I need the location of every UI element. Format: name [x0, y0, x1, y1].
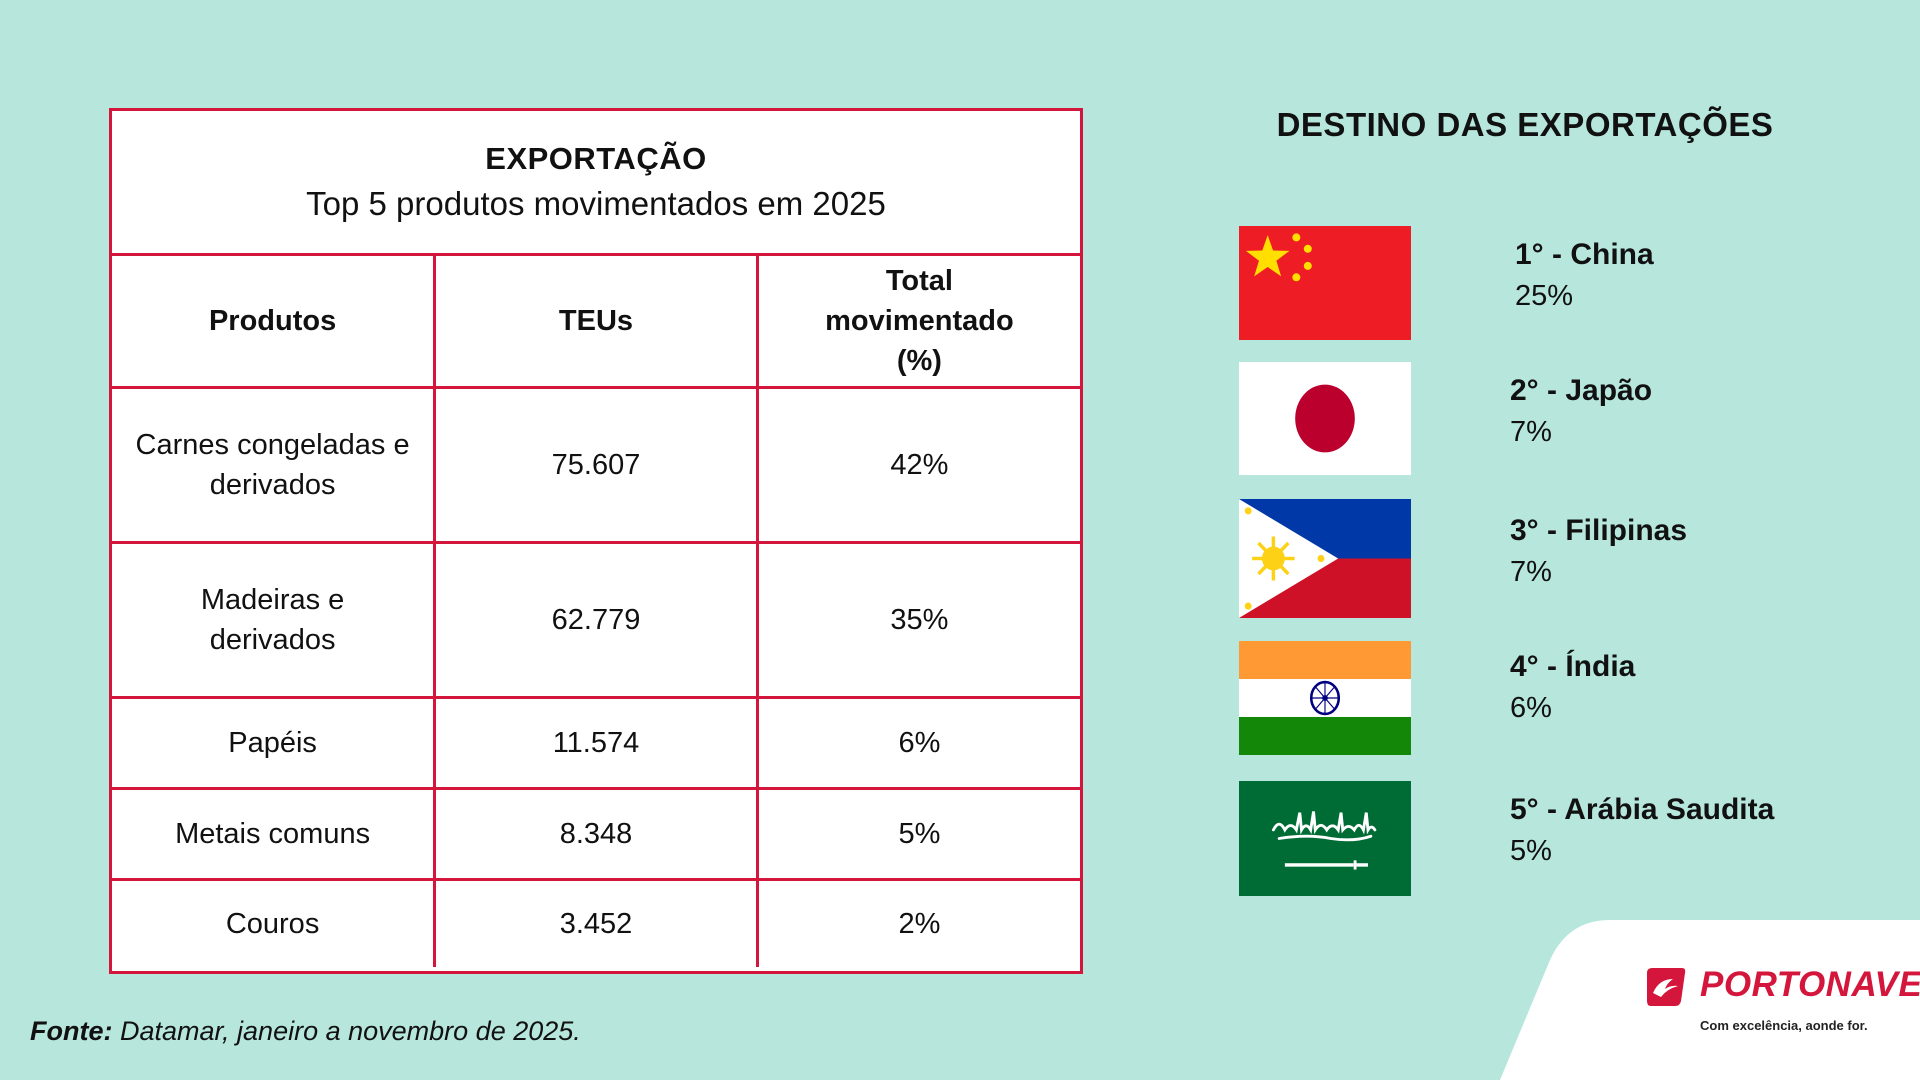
table-row: Papéis 11.574 6%	[112, 697, 1080, 790]
saudi-arabia-flag-icon	[1239, 781, 1411, 896]
japan-flag-icon	[1239, 362, 1411, 475]
cell-total: 6%	[757, 697, 1080, 790]
destination-percent: 7%	[1510, 556, 1552, 588]
table-subtitle: Top 5 produtos movimentados em 2025	[306, 185, 886, 222]
table-title: EXPORTAÇÃO	[485, 141, 707, 176]
column-header-teus: TEUs	[434, 256, 759, 389]
cell-teus: 8.348	[434, 788, 759, 881]
cell-teus: 62.779	[434, 542, 759, 699]
table-row: Madeiras e derivados 62.779 35%	[112, 542, 1080, 699]
cell-total: 42%	[757, 387, 1080, 544]
table-row: Carnes congeladas e derivados 75.607 42%	[112, 387, 1080, 544]
cell-produto: Carnes congeladas e derivados	[112, 387, 437, 544]
cell-total: 35%	[757, 542, 1080, 699]
cell-produto: Couros	[112, 879, 437, 967]
table-row: Couros 3.452 2%	[112, 879, 1080, 967]
column-header-row: Produtos TEUs Total movimentado (%)	[112, 256, 1080, 389]
column-header-total: Total movimentado (%)	[757, 256, 1080, 389]
portonave-logo-text: PORTONAVE	[1700, 965, 1920, 1004]
destination-percent: 7%	[1510, 416, 1552, 448]
destination-rank: 2° - Japão	[1510, 374, 1653, 407]
logo-tagline: Com excelência, aonde for.	[1700, 1018, 1868, 1033]
destination-rank: 4° - Índia	[1510, 650, 1636, 683]
source-text: Datamar, janeiro a novembro de 2025.	[120, 1016, 581, 1046]
india-flag-icon	[1239, 641, 1411, 755]
cell-teus: 3.452	[434, 879, 759, 967]
table-header: EXPORTAÇÃO Top 5 produtos movimentados e…	[112, 111, 1080, 256]
destination-rank: 5° - Arábia Saudita	[1510, 793, 1775, 826]
china-flag-icon	[1239, 226, 1411, 340]
cell-total: 2%	[898, 907, 941, 940]
column-header-produtos: Produtos	[112, 256, 437, 389]
source-label: Fonte:	[30, 1016, 113, 1046]
table-grid: Produtos TEUs Total movimentado (%) Carn…	[112, 256, 1080, 967]
table-row: Metais comuns 8.348 5%	[112, 788, 1080, 881]
destination-percent: 25%	[1515, 280, 1574, 312]
cell-produto: Madeiras e derivados	[112, 542, 437, 699]
destinations-title: DESTINO DAS EXPORTAÇÕES	[1276, 106, 1774, 143]
portonave-logo-icon	[1647, 968, 1686, 1006]
cell-teus: 75.607	[434, 387, 759, 544]
cell-teus: 11.574	[434, 697, 759, 790]
logo-background-shape	[1500, 920, 1920, 1080]
destination-percent: 5%	[1510, 835, 1552, 867]
destination-percent: 6%	[1510, 692, 1552, 724]
cell-total: 5%	[757, 788, 1080, 881]
products-table: EXPORTAÇÃO Top 5 produtos movimentados e…	[109, 108, 1083, 974]
cell-produto: Metais comuns	[112, 788, 437, 881]
destination-rank: 1° - China	[1515, 238, 1654, 271]
destination-rank: 3° - Filipinas	[1510, 514, 1688, 547]
cell-produto: Papéis	[112, 697, 437, 790]
source-note: Fonte: Datamar, janeiro a novembro de 20…	[30, 1016, 581, 1047]
philippines-flag-icon	[1239, 499, 1411, 618]
